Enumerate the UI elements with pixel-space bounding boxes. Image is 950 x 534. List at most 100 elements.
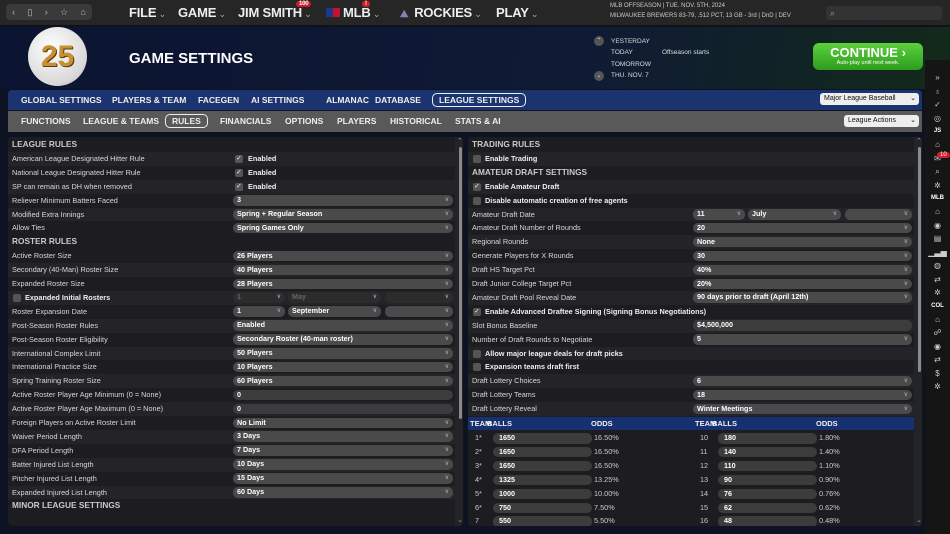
- checkbox[interactable]: [473, 363, 481, 372]
- bar-chart-icon[interactable]: ▁▃▅: [928, 247, 947, 257]
- date-day-select[interactable]: 1 ∨: [233, 306, 285, 317]
- setting-select[interactable]: None ∨: [693, 236, 912, 248]
- date-year-select[interactable]: ∨: [845, 209, 912, 220]
- gear-icon[interactable]: ✲: [934, 288, 941, 297]
- menu-file[interactable]: FILE ⌄: [129, 5, 166, 20]
- checkbox[interactable]: ✓: [235, 182, 243, 191]
- menu-rockies[interactable]: ⛰ ROCKIES ⌄: [400, 5, 482, 20]
- checkbox[interactable]: [473, 196, 481, 205]
- lottery-balls-input[interactable]: 76: [718, 488, 817, 500]
- setting-select[interactable]: Spring + Regular Season ∨: [233, 209, 453, 220]
- subtab-rules[interactable]: RULES: [165, 114, 208, 128]
- setting-select[interactable]: 5 ∨: [693, 334, 912, 345]
- setting-select[interactable]: Secondary Roster (40-man roster) ∨: [233, 334, 453, 345]
- home-icon[interactable]: ⌂: [935, 314, 940, 324]
- lottery-balls-input[interactable]: 48: [718, 516, 817, 526]
- search-input[interactable]: ⌕: [826, 6, 942, 20]
- setting-select[interactable]: Spring Games Only ∨: [233, 222, 453, 234]
- setting-select[interactable]: 50 Players ∨: [233, 348, 453, 359]
- setting-select[interactable]: 26 Players ∨: [233, 250, 453, 262]
- subtab-league-teams[interactable]: LEAGUE & TEAMS: [83, 116, 160, 126]
- star-icon[interactable]: ☆: [59, 6, 69, 17]
- scrollbar[interactable]: ⌃ ⌄: [455, 137, 463, 526]
- tab-database[interactable]: DATABASE: [375, 95, 421, 105]
- calendar-day[interactable]: THU. NOV. 7: [611, 71, 649, 79]
- setting-select[interactable]: 90 days prior to draft (April 12th) ∨: [693, 292, 912, 303]
- setting-input[interactable]: 0: [233, 389, 453, 401]
- setting-select[interactable]: Enabled ∨: [233, 320, 453, 331]
- menu-play[interactable]: PLAY ⌄: [496, 5, 539, 20]
- calendar-day[interactable]: TODAY: [611, 49, 633, 57]
- lottery-balls-input[interactable]: 62: [718, 502, 817, 513]
- expand-icon[interactable]: »: [935, 73, 940, 82]
- dollar-icon[interactable]: $: [935, 368, 940, 378]
- card-icon[interactable]: ▤: [933, 234, 942, 243]
- gear-icon[interactable]: ✲: [934, 180, 941, 190]
- menu-mlb[interactable]: MLB ⌄!: [326, 1, 380, 20]
- calendar-down-button[interactable]: ⌄: [594, 71, 604, 81]
- lottery-balls-input[interactable]: 1650: [493, 460, 592, 472]
- lottery-balls-input[interactable]: 1325: [493, 474, 592, 486]
- lightbulb-icon[interactable]: ♁: [934, 86, 941, 96]
- setting-select[interactable]: No Limit ∨: [233, 417, 453, 428]
- date-month-select[interactable]: September ∨: [288, 306, 381, 317]
- setting-input[interactable]: $4,500,000: [693, 320, 912, 331]
- checkbox[interactable]: [473, 154, 481, 163]
- lottery-balls-input[interactable]: 110: [718, 460, 817, 472]
- tab-league-settings[interactable]: LEAGUE SETTINGS: [432, 93, 527, 107]
- tab-facegen[interactable]: FACEGEN: [198, 95, 240, 105]
- setting-select[interactable]: 18 ∨: [693, 389, 912, 401]
- setting-select[interactable]: 7 Days ∨: [233, 445, 453, 456]
- tab-ai-settings[interactable]: AI SETTINGS: [251, 95, 305, 105]
- lottery-balls-input[interactable]: 180: [718, 433, 817, 444]
- window-icon[interactable]: ▯: [27, 6, 33, 17]
- lottery-balls-input[interactable]: 1650: [493, 446, 592, 458]
- globe-icon[interactable]: ◎: [934, 113, 941, 123]
- lottery-balls-input[interactable]: 90: [718, 474, 817, 486]
- location-icon[interactable]: ◉: [934, 220, 941, 230]
- continue-button[interactable]: CONTINUE › Auto-play until next week.: [813, 43, 923, 70]
- setting-select[interactable]: 10 Players ∨: [233, 361, 453, 373]
- subtab-functions[interactable]: FUNCTIONS: [21, 116, 71, 126]
- date-month-select[interactable]: May ∨: [288, 292, 381, 303]
- checkbox[interactable]: ✓: [473, 307, 481, 316]
- gear-icon[interactable]: ✲: [934, 382, 941, 391]
- lottery-balls-input[interactable]: 1650: [493, 433, 592, 444]
- transactions-icon[interactable]: ⇄: [934, 274, 941, 284]
- setting-select[interactable]: 15 Days ∨: [233, 473, 453, 484]
- setting-select[interactable]: 28 Players ∨: [233, 278, 453, 289]
- league-select[interactable]: Major League Baseball ⌄: [820, 93, 919, 105]
- setting-select[interactable]: 3 ∨: [233, 195, 453, 206]
- subtab-players[interactable]: PLAYERS: [337, 116, 377, 126]
- lottery-balls-input[interactable]: 550: [493, 516, 592, 526]
- roster-icon[interactable]: ☍: [933, 328, 942, 337]
- transactions-icon[interactable]: ⇄: [934, 355, 941, 364]
- checkbox[interactable]: [473, 349, 481, 358]
- date-year-select[interactable]: ∨: [385, 292, 453, 303]
- lottery-balls-input[interactable]: 750: [493, 502, 592, 513]
- date-day-select[interactable]: 11 ∨: [693, 209, 745, 220]
- forward-icon[interactable]: ›: [44, 7, 48, 17]
- setting-select[interactable]: Winter Meetings ∨: [693, 403, 912, 415]
- league-actions-select[interactable]: League Actions ⌄: [844, 115, 919, 127]
- lottery-balls-input[interactable]: 140: [718, 446, 817, 458]
- setting-select[interactable]: 20% ∨: [693, 278, 912, 289]
- setting-select[interactable]: 10 Days ∨: [233, 459, 453, 470]
- home-icon[interactable]: ⌂: [935, 207, 940, 216]
- scrollbar[interactable]: ⌃ ⌄: [914, 137, 922, 526]
- date-year-select[interactable]: ∨: [385, 306, 453, 317]
- tab-almanac[interactable]: ALMANAC: [326, 95, 369, 105]
- location-icon[interactable]: ◉: [934, 341, 941, 351]
- subtab-stats-ai[interactable]: STATS & AI: [455, 116, 501, 126]
- menu-jim-smith[interactable]: JIM SMITH ⌄ 100: [238, 1, 312, 20]
- home-icon[interactable]: ⌂: [935, 140, 940, 149]
- setting-select[interactable]: 3 Days ∨: [233, 431, 453, 442]
- checkbox[interactable]: [13, 293, 21, 302]
- setting-input[interactable]: 0: [233, 403, 453, 415]
- menu-game[interactable]: GAME ⌄: [178, 5, 226, 20]
- checkbox[interactable]: ✓: [473, 182, 481, 191]
- home-icon[interactable]: ⌂: [80, 7, 86, 17]
- setting-select[interactable]: 30 ∨: [693, 250, 912, 262]
- setting-select[interactable]: 60 Players ∨: [233, 375, 453, 387]
- calendar-day[interactable]: YESTERDAY: [611, 38, 650, 45]
